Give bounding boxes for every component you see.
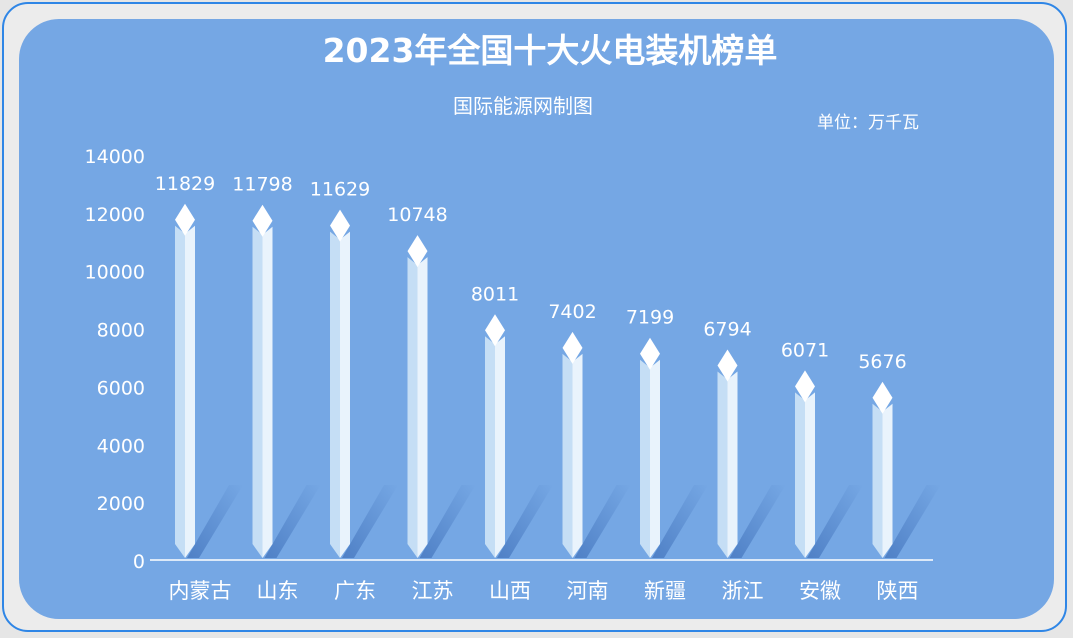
bar-left-face bbox=[330, 231, 340, 558]
value-label: 5676 bbox=[858, 351, 906, 373]
bar-left-face bbox=[640, 359, 650, 558]
x-tick-label: 内蒙古 bbox=[169, 579, 232, 603]
bar-top bbox=[640, 337, 660, 370]
value-label: 11629 bbox=[310, 179, 370, 201]
bar-left-face bbox=[872, 403, 883, 558]
bar-shadow bbox=[807, 485, 863, 558]
value-label: 10748 bbox=[387, 204, 447, 226]
bar-shadow bbox=[729, 485, 786, 558]
bar-top bbox=[717, 349, 738, 382]
bar-right-face bbox=[185, 225, 195, 558]
x-tick-label: 安徽 bbox=[799, 579, 841, 603]
bar-shadow bbox=[652, 485, 708, 558]
x-tick-label: 河南 bbox=[567, 579, 609, 603]
x-tick-label: 山东 bbox=[257, 579, 299, 603]
y-tick-label: 0 bbox=[133, 551, 145, 573]
value-label: 7199 bbox=[626, 307, 674, 329]
bar-left-face bbox=[485, 336, 495, 558]
bar-right-face bbox=[417, 257, 428, 558]
y-axis: 0 2000 4000 6000 8000 10000 12000 14000 bbox=[85, 146, 145, 573]
bar-right-face bbox=[882, 403, 893, 558]
y-tick-label: 14000 bbox=[85, 146, 145, 168]
x-axis-labels: 内蒙古 山东 广东 江苏 山西 河南 新疆 浙江 安徽 陕西 bbox=[169, 579, 919, 603]
bar-right-face bbox=[340, 231, 350, 558]
x-tick-label: 陕西 bbox=[877, 579, 919, 603]
value-label: 11798 bbox=[232, 174, 292, 196]
y-tick-label: 10000 bbox=[85, 262, 145, 284]
bar-left-face bbox=[717, 371, 728, 558]
x-tick-label: 广东 bbox=[334, 579, 376, 603]
bar-shadow bbox=[574, 485, 631, 558]
x-tick-label: 新疆 bbox=[644, 579, 686, 603]
bar-shadow bbox=[497, 485, 553, 558]
bar-top bbox=[252, 204, 273, 237]
bar-right-face bbox=[262, 226, 273, 558]
bar-shadow bbox=[264, 485, 321, 558]
bar-left-face bbox=[407, 257, 418, 558]
y-tick-label: 8000 bbox=[97, 320, 145, 342]
bar-left-face bbox=[175, 225, 185, 558]
unit-label: 单位：万千瓦 bbox=[817, 113, 919, 133]
x-tick-label: 江苏 bbox=[412, 579, 454, 603]
bar-top bbox=[330, 209, 350, 242]
bar-right-face bbox=[495, 336, 505, 558]
bars bbox=[175, 203, 893, 558]
bar-top bbox=[175, 203, 195, 236]
bar-right-face bbox=[650, 359, 660, 558]
bar-top bbox=[562, 331, 583, 364]
value-label: 6794 bbox=[703, 318, 751, 340]
bar-shadow bbox=[884, 485, 941, 558]
value-labels: 11829 11798 11629 10748 8011 7402 7199 6794 6071… bbox=[155, 173, 907, 373]
bar-top bbox=[407, 235, 428, 268]
bar-right-face bbox=[805, 392, 815, 558]
bar-shadow bbox=[187, 485, 243, 558]
bar-left-face bbox=[252, 226, 263, 558]
value-label: 6071 bbox=[781, 339, 829, 361]
bar-top bbox=[485, 314, 505, 347]
bar-right-face bbox=[727, 371, 738, 558]
chart-title: 2023年全国十大火电装机榜单 bbox=[323, 31, 778, 70]
bar-top bbox=[795, 370, 815, 403]
value-label: 7402 bbox=[548, 301, 596, 323]
chart-subtitle: 国际能源网制图 bbox=[453, 94, 593, 118]
bar-left-face bbox=[795, 392, 805, 558]
y-tick-label: 12000 bbox=[85, 204, 145, 226]
value-label: 11829 bbox=[155, 173, 215, 195]
y-tick-label: 4000 bbox=[97, 435, 145, 457]
x-tick-label: 浙江 bbox=[722, 579, 764, 603]
bar-shadow bbox=[342, 485, 398, 558]
bar-top bbox=[872, 381, 893, 414]
y-tick-label: 2000 bbox=[97, 493, 145, 515]
bar-shadow bbox=[419, 485, 476, 558]
bar-shadows bbox=[187, 485, 941, 558]
y-tick-label: 6000 bbox=[97, 377, 145, 399]
bar-right-face bbox=[572, 353, 583, 558]
x-tick-label: 山西 bbox=[489, 579, 531, 603]
value-label: 8011 bbox=[471, 283, 519, 305]
bar-left-face bbox=[562, 353, 573, 558]
